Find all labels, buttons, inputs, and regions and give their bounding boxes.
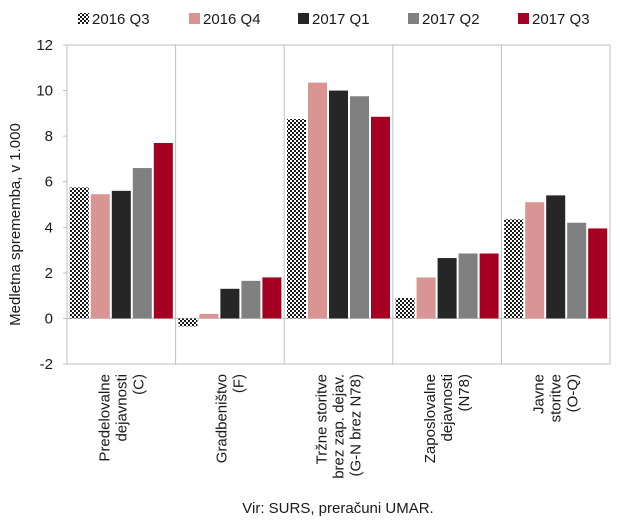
legend-swatch [408,13,419,24]
x-category-label: Gradbeništvo [213,374,230,463]
x-category-label: Tržne storitve [314,374,331,464]
x-axis: Predelovalne dejavnosti (C) Gradbeništvo (F)… [96,45,582,479]
y-tick-label: 12 [36,37,53,54]
bar-2017-q1 [111,190,131,319]
bar-2016-q4 [90,194,110,319]
y-tick-label: -2 [40,356,53,373]
x-category-label: dejavnosti [113,374,130,442]
x-category-label: brez zap. dejav. [331,374,348,479]
bar-2016-q3 [504,219,524,319]
bar-2017-q1 [437,258,457,319]
x-category-label: (C) [130,374,147,395]
legend-swatch [189,13,200,24]
legend-swatch [518,13,529,24]
bar-2017-q1 [220,288,240,319]
bar-2017-q2 [567,222,587,319]
bar-2016-q3 [395,297,415,319]
bar-2016-q4 [308,82,327,319]
bar-2017-q3 [479,253,499,319]
bar-2017-q1 [546,195,566,319]
bar-2017-q3 [262,277,282,319]
legend-label: 2017 Q3 [532,11,590,28]
x-category-label: storitve [548,374,565,422]
legend-swatch [78,13,89,24]
x-category-label: (F) [230,374,247,393]
plot-area [66,44,611,365]
x-category-label: dejavnosti [439,374,456,442]
bar-2017-q2 [241,280,261,319]
legend-swatch [298,13,309,24]
x-category-label: Predelovalne [96,374,113,462]
y-tick-label: 8 [45,128,53,145]
y-axis: -2 0 2 4 6 8 10 12 [36,37,67,373]
legend-label: 2017 Q2 [422,11,480,28]
x-category-label: (G-N brez N78) [348,374,365,477]
bar-2017-q2 [458,253,478,319]
plot-frame [66,44,611,365]
bar-2017-q3 [153,142,173,319]
bar-2016-q4 [416,277,436,319]
bar-2017-q2 [132,168,152,319]
legend-label: 2016 Q3 [92,11,150,28]
legend-label: 2016 Q4 [203,11,261,28]
bar-2017-q3 [588,228,608,319]
bar-2016-q4 [199,313,219,319]
bar-2016-q3 [178,318,198,327]
bar-2017-q2 [350,96,369,319]
y-axis-label: Medletna sprememba, v 1.000 [7,123,24,326]
y-tick-label: 4 [45,219,53,236]
x-category-label: Zaposlovalne [422,374,439,463]
y-tick-label: 2 [45,265,53,282]
x-category-label: (O-Q) [565,374,582,412]
y-tick-label: 10 [36,83,53,100]
bar-2017-q1 [329,90,348,319]
bar-2016-q3 [287,119,306,319]
bar-2016-q4 [525,202,545,319]
bar-2017-q3 [371,116,390,319]
y-tick-label: 6 [45,174,53,191]
x-category-label: Javne [531,374,548,414]
bar-2016-q3 [69,187,89,319]
legend-label: 2017 Q1 [312,11,370,28]
x-category-label: (N78) [456,374,473,412]
y-tick-label: 0 [45,310,53,327]
source-note: Vir: SURS, preračuni UMAR. [242,500,433,517]
legend: 2016 Q3 2016 Q4 2017 Q1 2017 Q2 2017 Q3 [78,11,590,28]
